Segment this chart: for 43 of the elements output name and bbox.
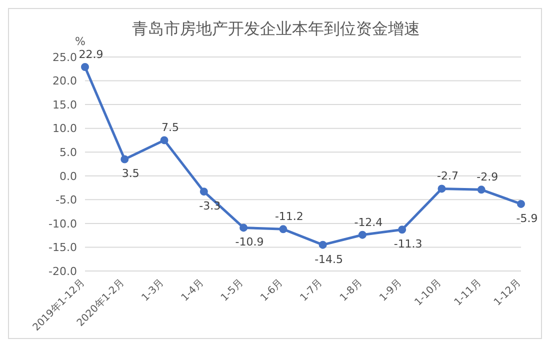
point [358,230,366,239]
y-tick-label: -15.0 [48,241,77,254]
data-label: -11.2 [274,210,304,224]
point [438,184,446,193]
y-tick-label: -5.0 [56,194,77,207]
point [200,188,208,196]
y-tick-label: 5.0 [60,146,77,160]
data-label: 3.5 [122,167,140,180]
data-label: -14.5 [314,252,344,266]
point [279,225,288,234]
data-label: -12.4 [354,216,383,229]
point [240,224,248,232]
data-label: 7.5 [162,121,180,134]
chart-title: 青岛市房地产开发企业本年到位资金增速 [132,19,420,38]
point [160,136,168,144]
data-label: -3.3 [199,200,221,213]
data-label: -10.9 [235,236,264,249]
data-label: -11.3 [394,238,422,251]
x-tick-label: 1-4月 [180,277,206,304]
point [517,200,525,208]
x-tick-label: 1-5月 [219,277,246,304]
point [398,226,406,234]
point [81,62,89,71]
y-axis-title: % [75,35,86,48]
point [477,186,486,194]
x-tick-label: 1-7月 [298,277,325,304]
data-label: -5.9 [516,212,538,225]
y-tick-label: 15.0 [52,98,77,112]
data-label: 22.9 [78,48,104,61]
point [318,240,327,249]
x-tick-label: 1-3月 [140,277,166,304]
y-tick-label: 25.0 [52,50,77,64]
x-tick-label: 1-8月 [338,277,365,304]
y-tick-label: -20.0 [48,264,77,278]
y-tick-label: 0.0 [60,170,77,183]
data-label: -2.7 [436,170,458,183]
point [120,155,129,164]
x-tick-label: 1-6月 [258,277,286,304]
y-tick-label: -10.0 [48,217,77,230]
y-tick-label: 10.0 [52,122,77,136]
y-tick-label: 20.0 [52,74,77,88]
data-label: -2.9 [476,170,498,184]
x-tick-label: 1-9月 [378,277,404,304]
